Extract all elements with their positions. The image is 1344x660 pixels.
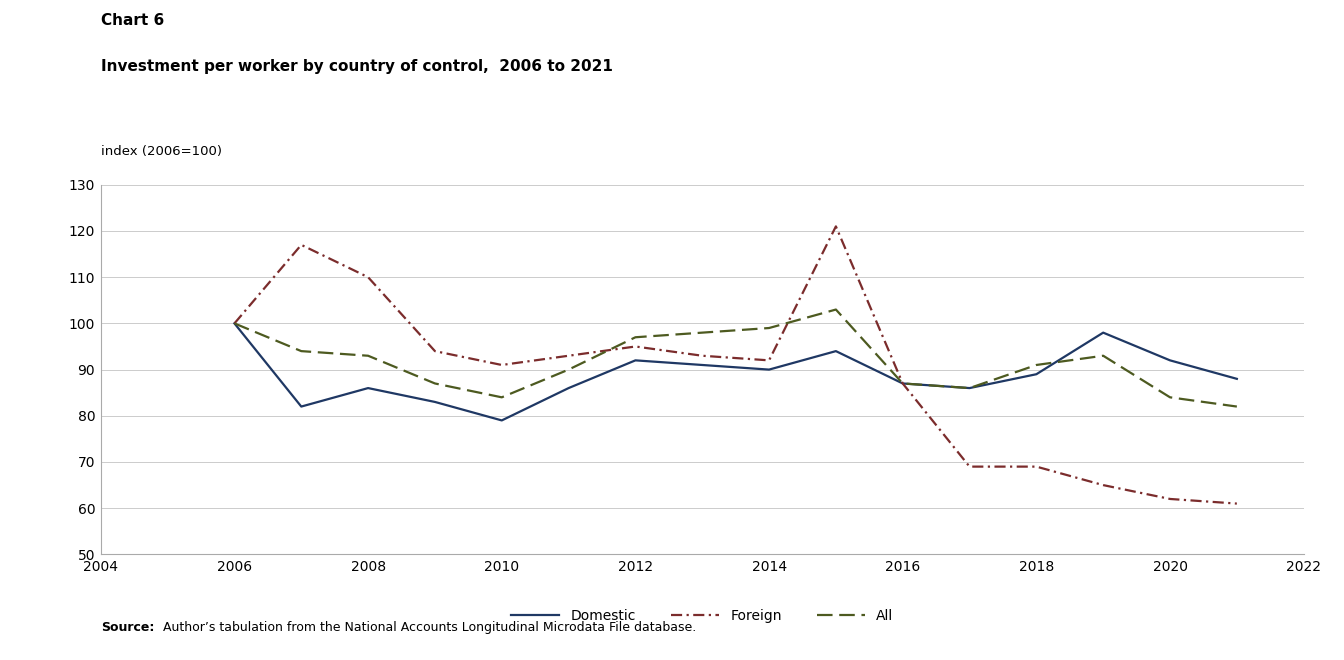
Text: Chart 6: Chart 6 <box>101 13 164 28</box>
Legend: Domestic, Foreign, All: Domestic, Foreign, All <box>505 604 899 629</box>
Text: Source:: Source: <box>101 620 155 634</box>
Text: index (2006=100): index (2006=100) <box>101 145 222 158</box>
Text: Author’s tabulation from the National Accounts Longitudinal Microdata File datab: Author’s tabulation from the National Ac… <box>159 620 696 634</box>
Text: Investment per worker by country of control,  2006 to 2021: Investment per worker by country of cont… <box>101 59 613 75</box>
